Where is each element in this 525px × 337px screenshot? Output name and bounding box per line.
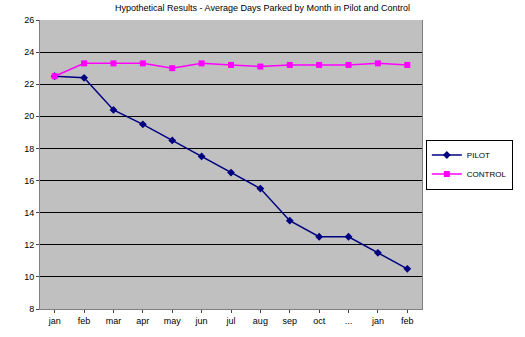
svg-text:jun: jun	[195, 316, 208, 326]
svg-text:feb: feb	[78, 316, 91, 326]
svg-text:feb: feb	[401, 316, 414, 326]
svg-text:oct: oct	[313, 316, 326, 326]
svg-text:Hypothetical Results - Average: Hypothetical Results - Average Days Park…	[115, 3, 410, 13]
svg-text:jan: jan	[48, 316, 61, 326]
svg-text:PILOT: PILOT	[467, 151, 490, 160]
svg-text:...: ...	[345, 316, 353, 326]
svg-text:mar: mar	[106, 316, 122, 326]
svg-text:26: 26	[24, 15, 34, 25]
svg-text:20: 20	[24, 111, 34, 121]
svg-text:may: may	[164, 316, 182, 326]
svg-text:jul: jul	[225, 316, 235, 326]
svg-text:aug: aug	[253, 316, 268, 326]
svg-text:CONTROL: CONTROL	[467, 170, 507, 179]
svg-text:16: 16	[24, 176, 34, 186]
svg-text:jan: jan	[371, 316, 384, 326]
svg-text:12: 12	[24, 240, 34, 250]
svg-text:sep: sep	[283, 316, 298, 326]
svg-text:apr: apr	[136, 316, 149, 326]
svg-text:10: 10	[24, 272, 34, 282]
svg-text:22: 22	[24, 79, 34, 89]
svg-text:24: 24	[24, 47, 34, 57]
svg-text:18: 18	[24, 144, 34, 154]
svg-text:8: 8	[29, 304, 34, 314]
svg-text:14: 14	[24, 208, 34, 218]
